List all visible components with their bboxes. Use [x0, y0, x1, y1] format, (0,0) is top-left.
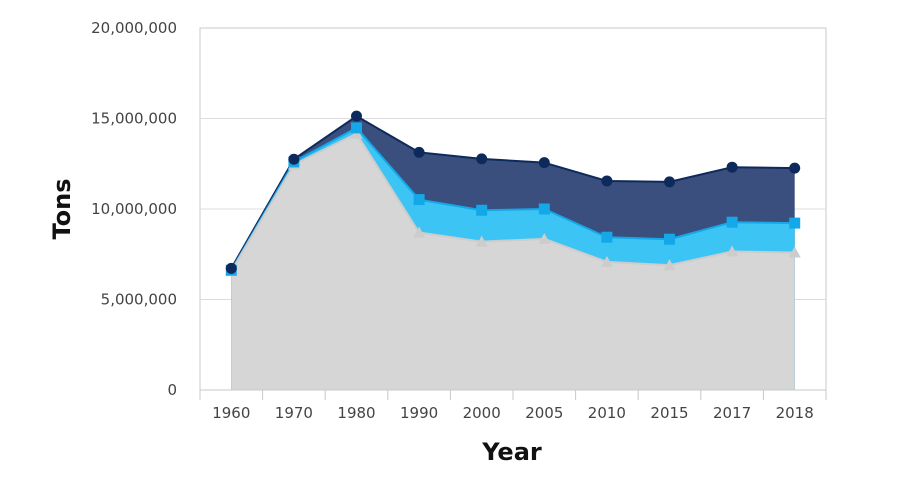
series-1-point — [225, 262, 237, 274]
series-1-point — [413, 146, 425, 158]
series-3-point — [475, 235, 488, 247]
y-tick-label: 5,000,000 — [101, 291, 177, 309]
series-3-point — [663, 259, 676, 271]
x-tick-label: 2000 — [463, 404, 501, 422]
x-tick-label: 2018 — [776, 404, 814, 422]
series-2-point — [476, 204, 488, 216]
series-3-point — [788, 246, 801, 258]
x-tick-label: 1980 — [337, 404, 375, 422]
series-2-point — [664, 233, 675, 245]
y-tick-label: 15,000,000 — [91, 110, 177, 128]
series-areas — [231, 116, 795, 391]
series-2-point — [789, 217, 801, 229]
series-2-point — [413, 194, 425, 206]
series-2-line — [230, 126, 795, 271]
x-tick-label: 2005 — [525, 404, 563, 422]
y-axis-title: Tons — [48, 178, 76, 239]
series-2-point — [601, 231, 613, 243]
series-1-point — [726, 161, 738, 173]
series-1-point — [789, 162, 801, 174]
series-3-line — [230, 132, 795, 272]
x-tick-label: 1960 — [212, 404, 250, 422]
series-markers — [225, 110, 801, 277]
series-1-point — [664, 176, 675, 188]
series-2-point — [726, 216, 738, 228]
series-1-point — [601, 175, 613, 187]
series-3-area — [231, 133, 795, 390]
y-tick-label: 0 — [167, 381, 177, 399]
axes: 0 5,000,000 10,000,000 15,000,000 20,000,000… — [91, 19, 827, 422]
series-3-point — [726, 245, 739, 257]
series-2-point — [351, 122, 362, 134]
series-lines — [230, 115, 795, 272]
series-3-point — [538, 232, 551, 244]
x-tick-label: 1970 — [275, 404, 313, 422]
x-tick-label: 2015 — [650, 404, 688, 422]
x-tick-label: 1990 — [400, 404, 438, 422]
series-1-point — [476, 153, 488, 165]
series-1-point — [351, 110, 362, 122]
series-2-point — [538, 203, 550, 215]
x-axis-title: Year — [481, 438, 542, 466]
x-tick-label: 2017 — [713, 404, 751, 422]
series-1-point — [288, 153, 300, 165]
series-3-point — [413, 226, 426, 238]
series-3-point — [600, 255, 613, 267]
x-tick-label: 2010 — [588, 404, 626, 422]
y-tick-label: 20,000,000 — [91, 19, 177, 37]
series-1-line — [230, 115, 795, 269]
y-tick-label: 10,000,000 — [91, 200, 177, 218]
series-1-point — [538, 157, 550, 169]
